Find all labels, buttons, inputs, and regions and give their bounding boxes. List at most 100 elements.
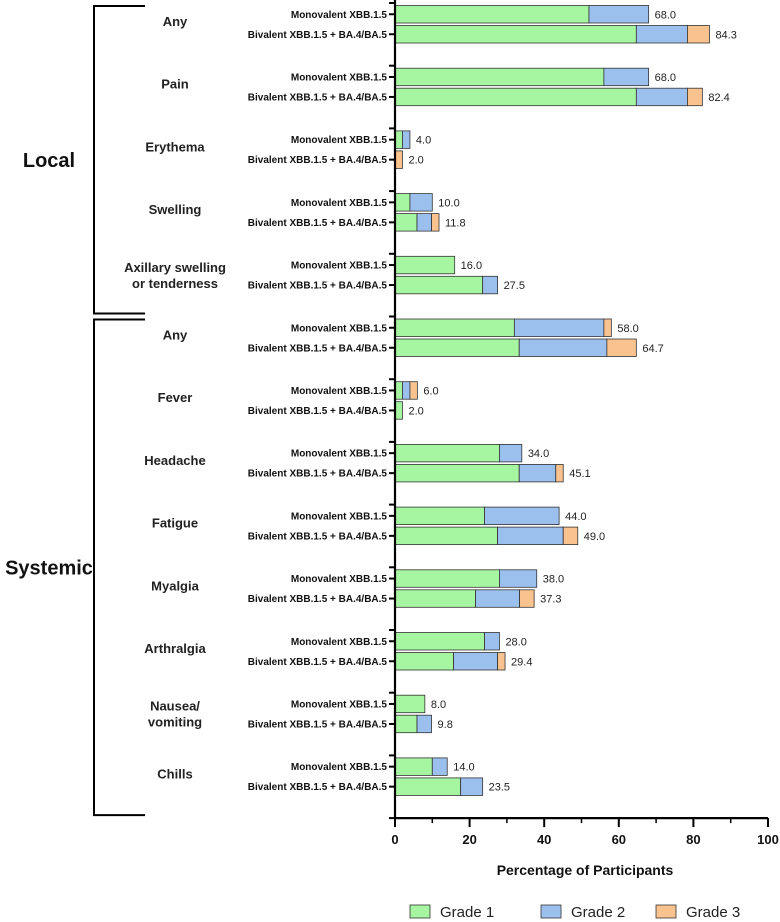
bar-segment-grade-2	[499, 443, 523, 463]
group-label: Pain	[161, 77, 189, 92]
bar-segment-grade-1	[394, 569, 500, 588]
data-label: 11.8	[445, 217, 466, 229]
bar-segment-grade-1	[394, 25, 637, 44]
bar-segment-grade-2	[402, 381, 411, 400]
bar-segment-grade-3	[497, 652, 506, 671]
bar-category-label: Monovalent XBB.1.5	[291, 699, 388, 710]
data-label: 2.0	[408, 155, 423, 167]
bar-segment-grade-2	[402, 130, 411, 149]
bar-category-label: Bivalent XBB.1.5 + BA.4/BA.5	[248, 469, 388, 480]
bar-category-label: Bivalent XBB.1.5 + BA.4/BA.5	[248, 531, 388, 542]
bar-segment-grade-1	[394, 694, 426, 714]
bar-segment-grade-1	[394, 526, 498, 545]
bar-segment-grade-1	[394, 652, 454, 671]
bar-category-label: Bivalent XBB.1.5 + BA.4/BA.5	[248, 719, 388, 730]
legend-swatch-grade-1	[409, 904, 431, 919]
legend-swatch-grade-2	[540, 904, 562, 919]
data-label: 37.3	[540, 594, 561, 606]
bar-segment-grade-2	[409, 193, 433, 212]
bar-category-label: Bivalent XBB.1.5 + BA.4/BA.5	[248, 594, 388, 605]
bar-segment-grade-3	[394, 150, 403, 169]
bar-segment-grade-1	[394, 255, 456, 275]
bar-category-label: Bivalent XBB.1.5 + BA.4/BA.5	[248, 30, 388, 41]
bar-category-label: Bivalent XBB.1.5 + BA.4/BA.5	[248, 343, 388, 354]
data-label: 14.0	[453, 762, 474, 774]
data-label: 9.8	[438, 719, 453, 731]
bar-segment-grade-1	[394, 213, 418, 232]
bar-segment-grade-1	[394, 318, 515, 337]
x-tick-label: 60	[612, 832, 626, 847]
bar-segment-grade-2	[518, 463, 557, 483]
bar-segment-grade-2	[497, 526, 564, 545]
group-label: Nausea/	[150, 699, 200, 714]
bar-segment-grade-1	[394, 5, 590, 24]
bar-segment-grade-3	[409, 381, 418, 400]
bar-category-label: Monovalent XBB.1.5	[291, 762, 388, 773]
bar-segment-grade-2	[499, 569, 538, 588]
bar-segment-grade-3	[687, 87, 703, 107]
data-label: 29.4	[511, 656, 532, 668]
group-label: or tenderness	[132, 276, 218, 291]
x-tick-label: 20	[462, 832, 476, 847]
bar-segment-grade-3	[519, 589, 535, 608]
bar-category-label: Monovalent XBB.1.5	[291, 323, 388, 334]
legend-label-grade-1: Grade 1	[440, 904, 494, 921]
bar-segment-grade-3	[687, 25, 710, 44]
bar-category-label: Monovalent XBB.1.5	[291, 10, 388, 21]
section-brackets: Local Systemic	[5, 5, 145, 817]
bar-segment-grade-1	[394, 506, 485, 526]
bar-segment-grade-1	[394, 130, 403, 149]
data-label: 68.0	[655, 9, 676, 21]
data-label: 8.0	[431, 699, 446, 711]
data-label: 2.0	[408, 405, 423, 417]
bar-category-label: Bivalent XBB.1.5 + BA.4/BA.5	[248, 155, 388, 166]
bar-category-label: Monovalent XBB.1.5	[291, 72, 388, 83]
bar-segment-grade-2	[603, 67, 650, 87]
bar-segment-grade-2	[484, 632, 500, 651]
bar-category-label: Monovalent XBB.1.5	[291, 261, 388, 272]
bar-segment-grade-2	[484, 506, 560, 526]
bar-category-label: Monovalent XBB.1.5	[291, 135, 388, 146]
group-label: Fatigue	[152, 516, 198, 531]
x-tick-label: 0	[391, 832, 398, 847]
group-label: Arthralgia	[144, 641, 206, 656]
data-label: 82.4	[708, 92, 729, 104]
data-label: 34.0	[528, 448, 549, 460]
bar-segment-grade-3	[562, 526, 579, 545]
bar-category-label: Bivalent XBB.1.5 + BA.4/BA.5	[248, 782, 388, 793]
group-label: Chills	[157, 766, 192, 781]
bar-category-label: Bivalent XBB.1.5 + BA.4/BA.5	[248, 281, 388, 292]
bar-segment-grade-3	[555, 463, 564, 483]
data-label: 58.0	[617, 323, 638, 335]
legend-label-grade-2: Grade 2	[571, 904, 625, 921]
bar-segment-grade-2	[588, 5, 650, 24]
section-label-local: Local	[23, 150, 75, 172]
bracket-local	[93, 5, 145, 315]
bar-segment-grade-2	[416, 213, 432, 232]
group-label: Myalgia	[151, 578, 199, 593]
bar-segment-grade-2	[460, 777, 484, 796]
data-label: 28.0	[505, 636, 526, 648]
data-label: 68.0	[655, 72, 676, 84]
bar-segment-grade-2	[518, 338, 608, 357]
bar-segment-grade-1	[394, 275, 484, 295]
labels: Any Monovalent XBB.1.5 68.0 Bivalent XBB.1.…	[124, 9, 737, 793]
group-label: Any	[163, 14, 188, 29]
bar-segment-grade-1	[394, 589, 476, 608]
bar-segment-grade-1	[394, 193, 411, 212]
bar-segment-grade-1	[394, 87, 637, 107]
data-label: 44.0	[565, 511, 586, 523]
bar-segment-grade-1	[394, 777, 462, 796]
bar-segment-grade-1	[394, 463, 520, 483]
bar-category-label: Monovalent XBB.1.5	[291, 637, 388, 648]
bar-segment-grade-2	[416, 714, 432, 734]
group-label: vomiting	[148, 715, 202, 730]
bar-segment-grade-1	[394, 338, 520, 357]
legend-label-grade-3: Grade 3	[686, 904, 740, 921]
bar-category-label: Bivalent XBB.1.5 + BA.4/BA.5	[248, 218, 388, 229]
bar-segment-grade-2	[635, 25, 688, 44]
bar-category-label: Monovalent XBB.1.5	[291, 449, 388, 460]
data-label: 16.0	[461, 260, 482, 272]
bars	[394, 5, 710, 796]
x-axis: Percentage of Participants 0 20 40 60 80 100	[389, 0, 779, 878]
